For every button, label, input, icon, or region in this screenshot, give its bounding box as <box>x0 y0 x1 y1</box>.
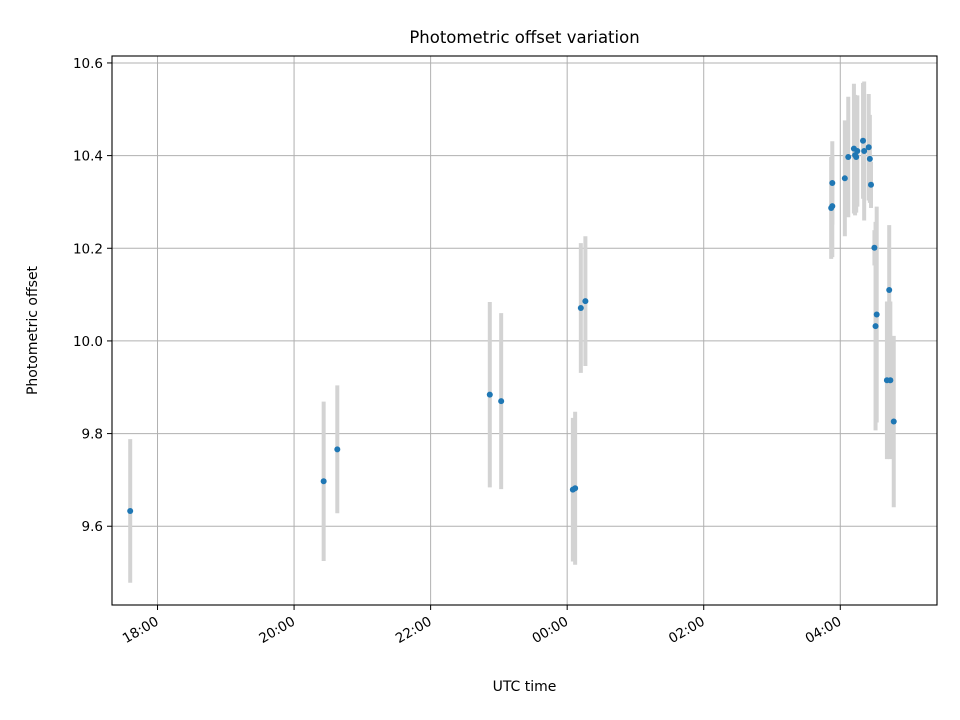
data-point <box>865 144 872 151</box>
data-point <box>886 286 893 293</box>
plot-frame <box>111 55 938 606</box>
y-axis-ticks: 9.6 9.8 10.0 10.2 10.4 10.6 <box>73 56 112 535</box>
data-point <box>872 323 879 330</box>
y-tick-label: 9.8 <box>82 427 103 443</box>
y-tick-label: 10.4 <box>73 149 103 165</box>
y-axis-label: Photometric offset <box>25 265 41 395</box>
data-point <box>873 311 880 318</box>
data-point <box>887 377 894 384</box>
data-point <box>829 203 836 210</box>
data-point <box>871 244 878 251</box>
data-point <box>841 175 848 182</box>
data-point <box>860 137 867 144</box>
data-point <box>486 391 493 398</box>
data-point <box>498 398 505 405</box>
data-point <box>572 485 579 492</box>
data-point <box>334 446 341 453</box>
y-tick-label: 9.6 <box>82 519 103 535</box>
data-point <box>320 478 327 485</box>
point-layer <box>127 137 897 514</box>
y-tick-label: 10.6 <box>73 56 103 72</box>
chart-title: Photometric offset variation <box>409 28 639 47</box>
data-point <box>890 418 897 425</box>
grid-layer <box>112 56 937 605</box>
data-point <box>861 147 868 154</box>
data-point <box>829 179 836 186</box>
y-tick-label: 10.0 <box>73 334 103 350</box>
x-axis-label: UTC time <box>493 679 557 695</box>
y-tick-label: 10.2 <box>73 241 103 257</box>
data-point <box>868 181 874 188</box>
plot-area <box>112 56 937 605</box>
data-point <box>866 155 873 162</box>
data-point <box>853 153 860 160</box>
data-point <box>845 153 852 160</box>
data-point <box>582 298 589 305</box>
data-point <box>854 147 861 154</box>
data-point <box>577 305 584 312</box>
data-point <box>127 507 134 514</box>
